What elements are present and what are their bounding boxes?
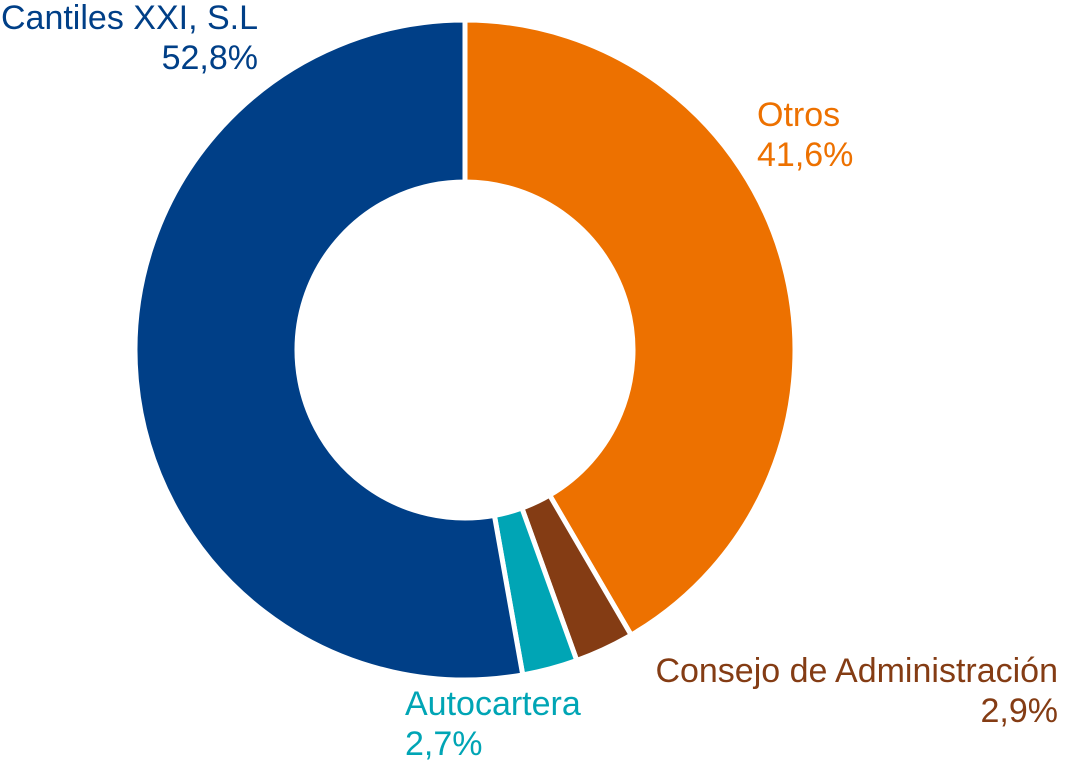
donut-slice <box>462 17 798 639</box>
slice-label: Autocartera <box>405 685 581 723</box>
slice-label: Otros <box>757 96 840 134</box>
slice-value-label: 2,7% <box>405 725 483 763</box>
donut-slice <box>132 17 526 683</box>
slice-value-label: 2,9% <box>981 692 1059 730</box>
slice-value-label: 41,6% <box>757 136 853 174</box>
slice-label: Consejo de Administración <box>655 652 1058 690</box>
slice-value-label: 52,8% <box>162 39 258 77</box>
slice-label: Cantiles XXI, S.L <box>1 0 258 37</box>
